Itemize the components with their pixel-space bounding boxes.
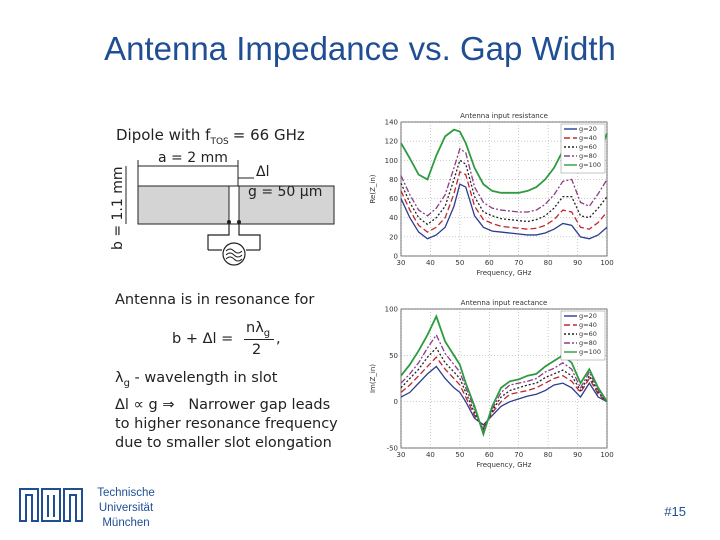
- formula-denominator: 2: [252, 342, 262, 358]
- y-tick-label: 20: [389, 233, 398, 241]
- conclusion-line-2: to higher resonance frequency: [115, 416, 338, 432]
- y-tick-label: 60: [389, 195, 398, 203]
- slide-number: #15: [664, 504, 686, 519]
- g-label: g = 50 μm: [248, 184, 322, 200]
- series-line: [400, 356, 608, 429]
- series-line: [400, 170, 608, 233]
- x-tick-label: 30: [397, 259, 406, 267]
- series-line: [400, 183, 608, 240]
- y-tick-label: 100: [385, 306, 398, 314]
- series-line: [400, 365, 608, 426]
- resonance-text: Antenna is in resonance for: [115, 292, 315, 308]
- legend-entry: g=80: [579, 152, 597, 160]
- slide-title: Antenna Impedance vs. Gap Width: [104, 30, 616, 67]
- x-tick-label: 70: [514, 451, 523, 459]
- y-tick-label: 120: [385, 138, 398, 146]
- a-label: a = 2 mm: [158, 150, 228, 166]
- x-tick-label: 60: [485, 451, 494, 459]
- legend-entry: g=40: [579, 321, 597, 329]
- y-tick-label: 0: [394, 253, 398, 261]
- x-tick-label: 60: [485, 259, 494, 267]
- x-tick-label: 70: [514, 259, 523, 267]
- y-tick-label: 50: [389, 352, 398, 360]
- series-line: [400, 159, 608, 226]
- y-tick-label: 40: [389, 214, 398, 222]
- legend-entry: g=40: [579, 134, 597, 142]
- y-axis-label: Im(Z_in): [369, 364, 377, 393]
- tum-logo: [18, 485, 84, 525]
- legend-entry: g=60: [579, 330, 597, 338]
- series-line: [400, 147, 608, 217]
- formula-numerator: nλg: [246, 320, 271, 339]
- b-label: b = 1.1 mm: [110, 166, 126, 250]
- formula-end: ,: [276, 331, 281, 347]
- formula-lhs: b + Δl =: [172, 331, 234, 347]
- x-tick-label: 80: [544, 259, 553, 267]
- legend-entry: g=20: [579, 125, 597, 133]
- resistance-chart: Antenna input resistance 30 40 50 60 70 80 90 10…: [365, 108, 625, 278]
- x-tick-label: 50: [455, 451, 464, 459]
- x-tick-label: 50: [455, 259, 464, 267]
- legend-entry: g=60: [579, 143, 597, 151]
- proportional-line: Δl ∝ g ⇒ Narrower gap leads: [115, 397, 331, 413]
- y-tick-label: 80: [389, 176, 398, 184]
- y-tick-label: 0: [394, 398, 398, 406]
- delta-l-label: Δl: [256, 164, 269, 180]
- y-tick-label: -50: [387, 445, 398, 453]
- chart-title: Antenna input resistance: [460, 112, 548, 120]
- source-icon: [222, 242, 246, 266]
- y-tick-label: 140: [385, 119, 398, 127]
- y-axis-label: Re(Z_in): [369, 174, 377, 203]
- x-axis-label: Frequency, GHz: [477, 461, 532, 469]
- y-tick-label: 100: [385, 157, 398, 165]
- lambda-definition: λg - wavelength in slot: [115, 370, 278, 389]
- legend-entry: g=100: [579, 348, 601, 356]
- dipole-diagram: Dipole with fTOS = 66 GHz a = 2 mm Δl g =…: [108, 120, 348, 280]
- legend-entry: g=20: [579, 312, 597, 320]
- x-axis-label: Frequency, GHz: [477, 269, 532, 277]
- legend-entry: g=100: [579, 161, 601, 169]
- x-tick-label: 100: [600, 451, 613, 459]
- series-line: [400, 346, 608, 431]
- x-tick-label: 80: [544, 451, 553, 459]
- university-name: Technische Universität München: [97, 487, 155, 529]
- series-line: [400, 314, 608, 438]
- gap: [228, 185, 240, 225]
- legend-entry: g=80: [579, 339, 597, 347]
- fraction-bar: [244, 339, 274, 340]
- x-tick-label: 90: [573, 259, 582, 267]
- chart-title: Antenna input reactance: [461, 299, 548, 307]
- conclusion-line-3: due to smaller slot elongation: [115, 435, 332, 451]
- x-tick-label: 30: [397, 451, 406, 459]
- x-tick-label: 90: [573, 451, 582, 459]
- x-tick-label: 40: [426, 259, 435, 267]
- diagram-heading: Dipole with fTOS = 66 GHz: [116, 126, 305, 147]
- x-tick-label: 40: [426, 451, 435, 459]
- x-tick-label: 100: [600, 259, 613, 267]
- series-line: [400, 333, 608, 434]
- reactance-chart: Antenna input reactance 30 40 50 60 70 80 90 100…: [365, 295, 625, 470]
